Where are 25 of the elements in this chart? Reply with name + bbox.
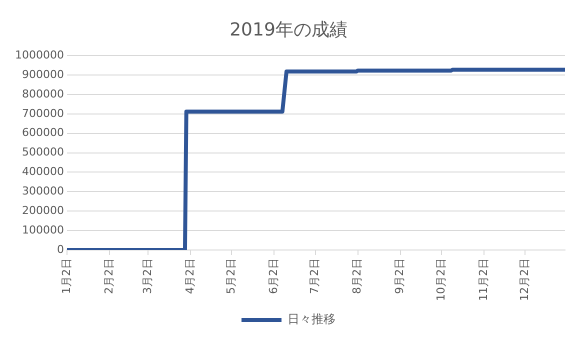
x-tick-label: 1月2日 xyxy=(60,258,73,294)
x-tick-label: 6月2日 xyxy=(267,258,280,294)
x-tick-label: 7月2日 xyxy=(308,258,322,294)
y-tick-label: 700000 xyxy=(22,106,64,120)
x-tick-label: 10月2日 xyxy=(434,258,448,302)
x-tick-label: 8月2日 xyxy=(350,258,364,294)
legend-label: 日々推移 xyxy=(288,312,336,326)
y-tick-label: 900000 xyxy=(22,68,64,81)
y-tick-label: 300000 xyxy=(22,184,64,198)
y-tick-label: 400000 xyxy=(22,165,64,178)
chart-title: 2019年の成績 xyxy=(230,19,348,40)
x-tick-label: 5月2日 xyxy=(224,258,238,294)
y-tick-label: 1000000 xyxy=(14,48,64,62)
y-tick-label: 0 xyxy=(56,242,64,256)
y-tick-label: 600000 xyxy=(22,126,64,140)
x-tick-label: 2月2日 xyxy=(102,258,116,294)
y-tick-label: 200000 xyxy=(22,204,64,217)
x-tick-label: 4月2日 xyxy=(183,258,196,294)
x-tick-label: 11月2日 xyxy=(476,258,490,302)
y-tick-label: 100000 xyxy=(22,223,64,236)
y-tick-label: 800000 xyxy=(22,87,64,100)
x-tick-label: 12月2日 xyxy=(518,258,532,302)
x-tick-label: 3月2日 xyxy=(140,258,154,294)
y-tick-label: 500000 xyxy=(22,146,64,159)
x-tick-label: 9月2日 xyxy=(393,258,406,294)
